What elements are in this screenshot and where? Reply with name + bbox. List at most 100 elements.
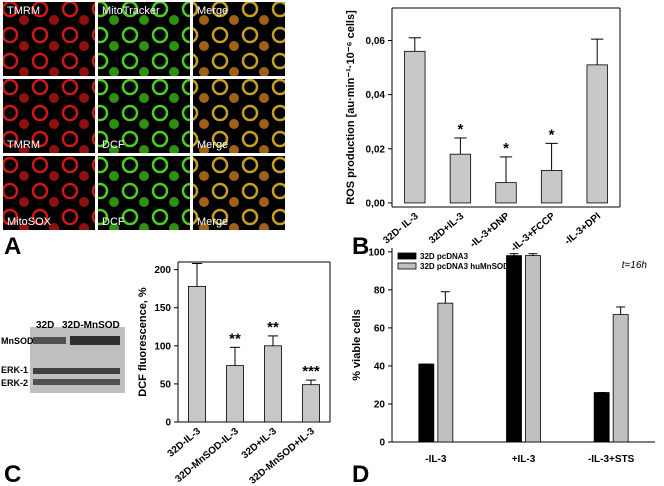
bar bbox=[449, 153, 472, 204]
image bbox=[193, 2, 285, 76]
image-label: Merge bbox=[197, 216, 228, 228]
legend-label: 32D pcDNA3 bbox=[420, 252, 469, 261]
error-bar bbox=[454, 137, 467, 155]
blot-band bbox=[70, 336, 120, 345]
x-tick-label: -IL-3+STS bbox=[588, 454, 635, 465]
bar bbox=[302, 384, 320, 423]
significance-mark: * bbox=[549, 126, 555, 143]
significance-mark: *** bbox=[302, 363, 320, 380]
legend-swatch bbox=[397, 262, 417, 270]
y-tick-label: 0,06 bbox=[366, 36, 386, 47]
image-label: DCF bbox=[102, 139, 125, 151]
significance-mark: * bbox=[457, 121, 463, 138]
panel-letter: B bbox=[352, 233, 369, 260]
y-tick-label: 0,02 bbox=[366, 144, 386, 155]
y-tick-label: 100 bbox=[368, 247, 385, 258]
image bbox=[3, 156, 95, 230]
x-tick-label: -IL-3+DPI bbox=[563, 211, 604, 248]
x-tick-label: 32D+IL-3 bbox=[427, 211, 467, 247]
y-tick-label: 0,04 bbox=[366, 90, 386, 101]
error-bar bbox=[305, 379, 317, 385]
micrographs bbox=[3, 2, 285, 230]
error-bar bbox=[545, 142, 558, 171]
image-label: Merge bbox=[197, 5, 228, 17]
bar bbox=[404, 50, 426, 204]
bar bbox=[495, 182, 517, 204]
image bbox=[98, 79, 190, 153]
error-bar bbox=[191, 263, 203, 287]
y-axis-label: % viable cells bbox=[351, 309, 363, 381]
blot-band bbox=[33, 368, 120, 374]
error-bar bbox=[267, 335, 279, 346]
image bbox=[3, 2, 95, 76]
bar bbox=[540, 170, 563, 204]
x-tick-label: 32D-MnSOD-IL-3 bbox=[173, 426, 241, 485]
blot-band bbox=[33, 337, 66, 344]
image-label: TMRM bbox=[7, 139, 40, 151]
legend-label: 32D pcDNA3 huMnSOD bbox=[420, 262, 509, 271]
image-label: MitoTracker bbox=[102, 5, 160, 17]
x-tick-label: -IL-3 bbox=[425, 454, 447, 465]
bar bbox=[593, 392, 610, 443]
x-tick-label: 32D-MnSOD+IL-3 bbox=[247, 426, 317, 486]
image-label: TMRM bbox=[7, 5, 40, 17]
legend-swatch bbox=[397, 252, 417, 260]
error-bar bbox=[528, 253, 538, 256]
error-bar bbox=[509, 253, 519, 256]
y-tick-label: 40 bbox=[374, 361, 386, 372]
band-label: MnSOD bbox=[1, 336, 34, 346]
bar bbox=[612, 314, 629, 443]
bar bbox=[586, 64, 608, 204]
panel-letter: D bbox=[352, 461, 369, 486]
y-tick-label: 0 bbox=[379, 438, 385, 449]
image bbox=[98, 2, 190, 76]
x-tick-label: -IL-3+FCCP bbox=[509, 211, 558, 254]
bar bbox=[506, 255, 522, 443]
x-tick-label: 32D- IL-3 bbox=[381, 211, 421, 247]
y-axis-label: DCF fluorescence, % bbox=[137, 287, 149, 397]
error-bar bbox=[408, 37, 421, 52]
y-tick-label: 60 bbox=[374, 323, 386, 334]
error-bar bbox=[616, 306, 626, 315]
y-tick-label: 0,00 bbox=[366, 198, 386, 209]
x-tick-label: -IL-3+DNP bbox=[468, 211, 512, 251]
error-bar bbox=[440, 291, 450, 304]
blot-band bbox=[33, 379, 120, 385]
western-blot: 32D 32D-MnSOD MnSOD ERK-1 ERK-2 bbox=[1, 320, 125, 393]
image-label: Merge bbox=[197, 139, 228, 151]
image-label: MitoSOX bbox=[7, 216, 52, 228]
significance-mark: * bbox=[503, 140, 509, 157]
bar bbox=[525, 255, 541, 443]
bar bbox=[188, 285, 206, 423]
error-bar bbox=[229, 346, 241, 366]
band-label: ERK-2 bbox=[1, 378, 28, 388]
lane-label: 32D-MnSOD bbox=[62, 320, 120, 331]
x-tick-label: 32D-IL-3 bbox=[166, 426, 204, 460]
x-tick-label: +IL-3 bbox=[512, 454, 536, 465]
image bbox=[3, 79, 95, 153]
image bbox=[193, 156, 285, 230]
y-tick-label: 150 bbox=[154, 303, 171, 314]
significance-mark: ** bbox=[267, 319, 279, 336]
panel-letter: C bbox=[4, 461, 21, 486]
significance-mark: ** bbox=[229, 330, 241, 347]
bar bbox=[226, 365, 244, 423]
lane-label: 32D bbox=[36, 320, 54, 331]
y-tick-label: 80 bbox=[374, 285, 386, 296]
image bbox=[98, 156, 190, 230]
band-label: ERK-1 bbox=[1, 365, 28, 375]
note: t=16h bbox=[622, 260, 648, 271]
bar bbox=[418, 363, 435, 443]
error-bar bbox=[591, 38, 604, 65]
bar bbox=[437, 302, 454, 443]
error-bar bbox=[499, 156, 513, 183]
image-label: DCF bbox=[102, 216, 125, 228]
y-tick-label: 100 bbox=[154, 341, 171, 352]
image bbox=[193, 79, 285, 153]
panel-letter: A bbox=[4, 233, 21, 260]
y-tick-label: 20 bbox=[374, 399, 386, 410]
y-tick-label: 50 bbox=[160, 379, 172, 390]
y-axis-label: ROS production [au·min⁻¹·10⁻⁶ cells] bbox=[345, 10, 357, 205]
y-tick-label: 200 bbox=[154, 265, 171, 276]
